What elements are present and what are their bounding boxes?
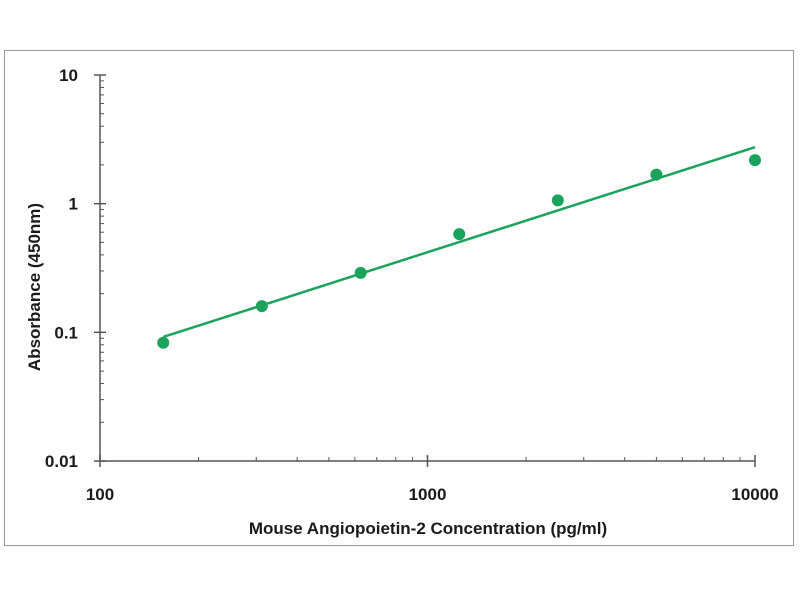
chart-frame [4, 50, 794, 546]
data-point [255, 300, 268, 313]
data-point [749, 154, 761, 167]
data-point [354, 266, 367, 279]
fit-line [162, 145, 756, 339]
data-point [551, 194, 564, 207]
ticks: 0.01 0.1 1 10 100 1000 10000 [45, 66, 779, 504]
x-tick-label: 10000 [731, 485, 778, 504]
fit-line-group [162, 145, 756, 339]
x-tick-label: 1000 [409, 485, 447, 504]
y-tick-label: 10 [59, 66, 78, 85]
data-point [650, 168, 663, 181]
data-point [157, 336, 170, 349]
y-tick-label: 0.1 [54, 323, 78, 342]
y-tick-label: 0.01 [45, 452, 78, 471]
data-points [157, 154, 761, 349]
x-axis-title: Mouse Angiopoietin-2 Concentration (pg/m… [249, 519, 607, 538]
data-point [453, 228, 466, 241]
y-tick-label: 1 [69, 195, 78, 214]
axes [99, 75, 755, 462]
y-axis-title: Absorbance (450nm) [25, 203, 44, 371]
x-tick-label: 100 [86, 485, 114, 504]
